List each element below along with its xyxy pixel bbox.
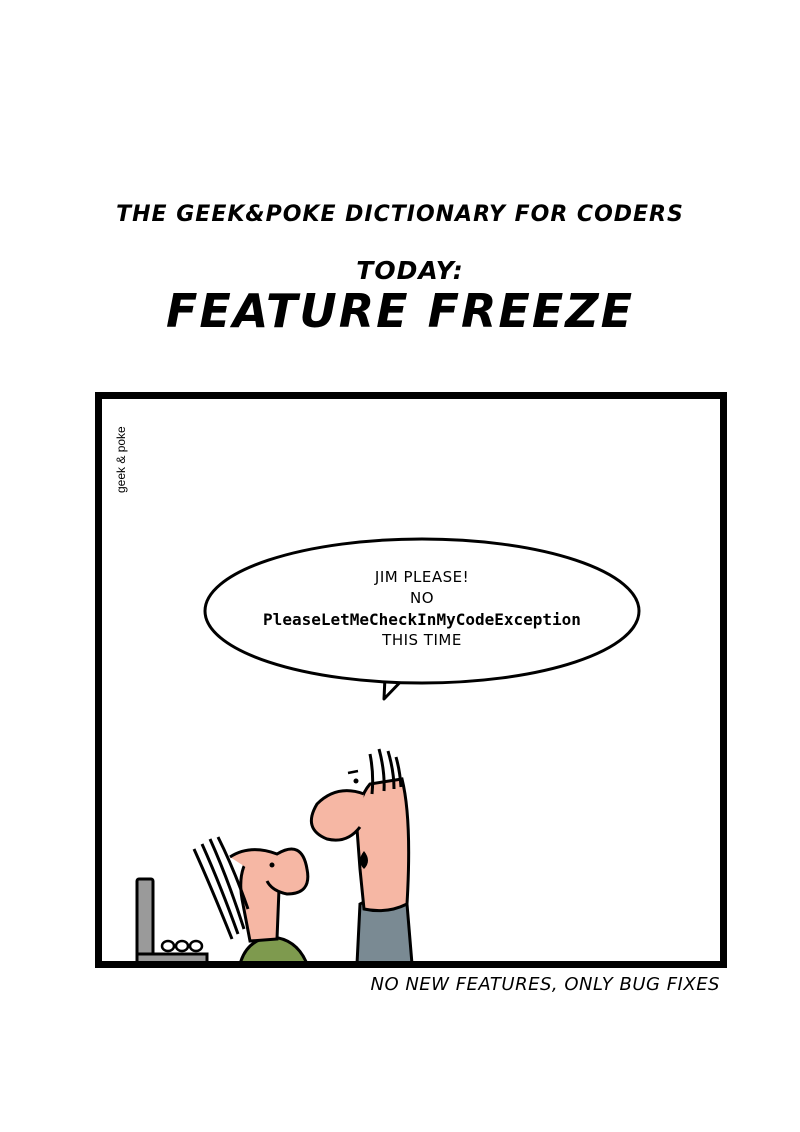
comic-scene (135, 537, 641, 961)
laptop-icon (135, 877, 209, 961)
term-title: FEATURE FREEZE (165, 284, 635, 338)
bubble-line-4: THIS TIME (382, 631, 462, 649)
today-label: TODAY: (356, 256, 464, 285)
speech-bubble (203, 537, 641, 701)
geek-and-poke-watermark: geek & poke (114, 426, 128, 493)
bubble-line-1: JIM PLEASE! (374, 568, 470, 586)
speech-bubble-text: JIM PLEASE! NO PleaseLetMeCheckInMyCodeE… (202, 567, 642, 651)
seated-coder (192, 836, 310, 961)
series-title: THE GEEK&POKE DICTIONARY FOR CODERS (116, 202, 684, 227)
bubble-line-2: NO (409, 589, 435, 607)
bubble-line-3: PleaseLetMeCheckInMyCodeException (263, 610, 581, 629)
comic-caption: NO NEW FEATURES, ONLY BUG FIXES (370, 974, 720, 995)
comic-panel: geek & poke JIM PLEASE! NO PleaseLetMeCh… (95, 392, 727, 968)
standing-coder (309, 748, 414, 961)
